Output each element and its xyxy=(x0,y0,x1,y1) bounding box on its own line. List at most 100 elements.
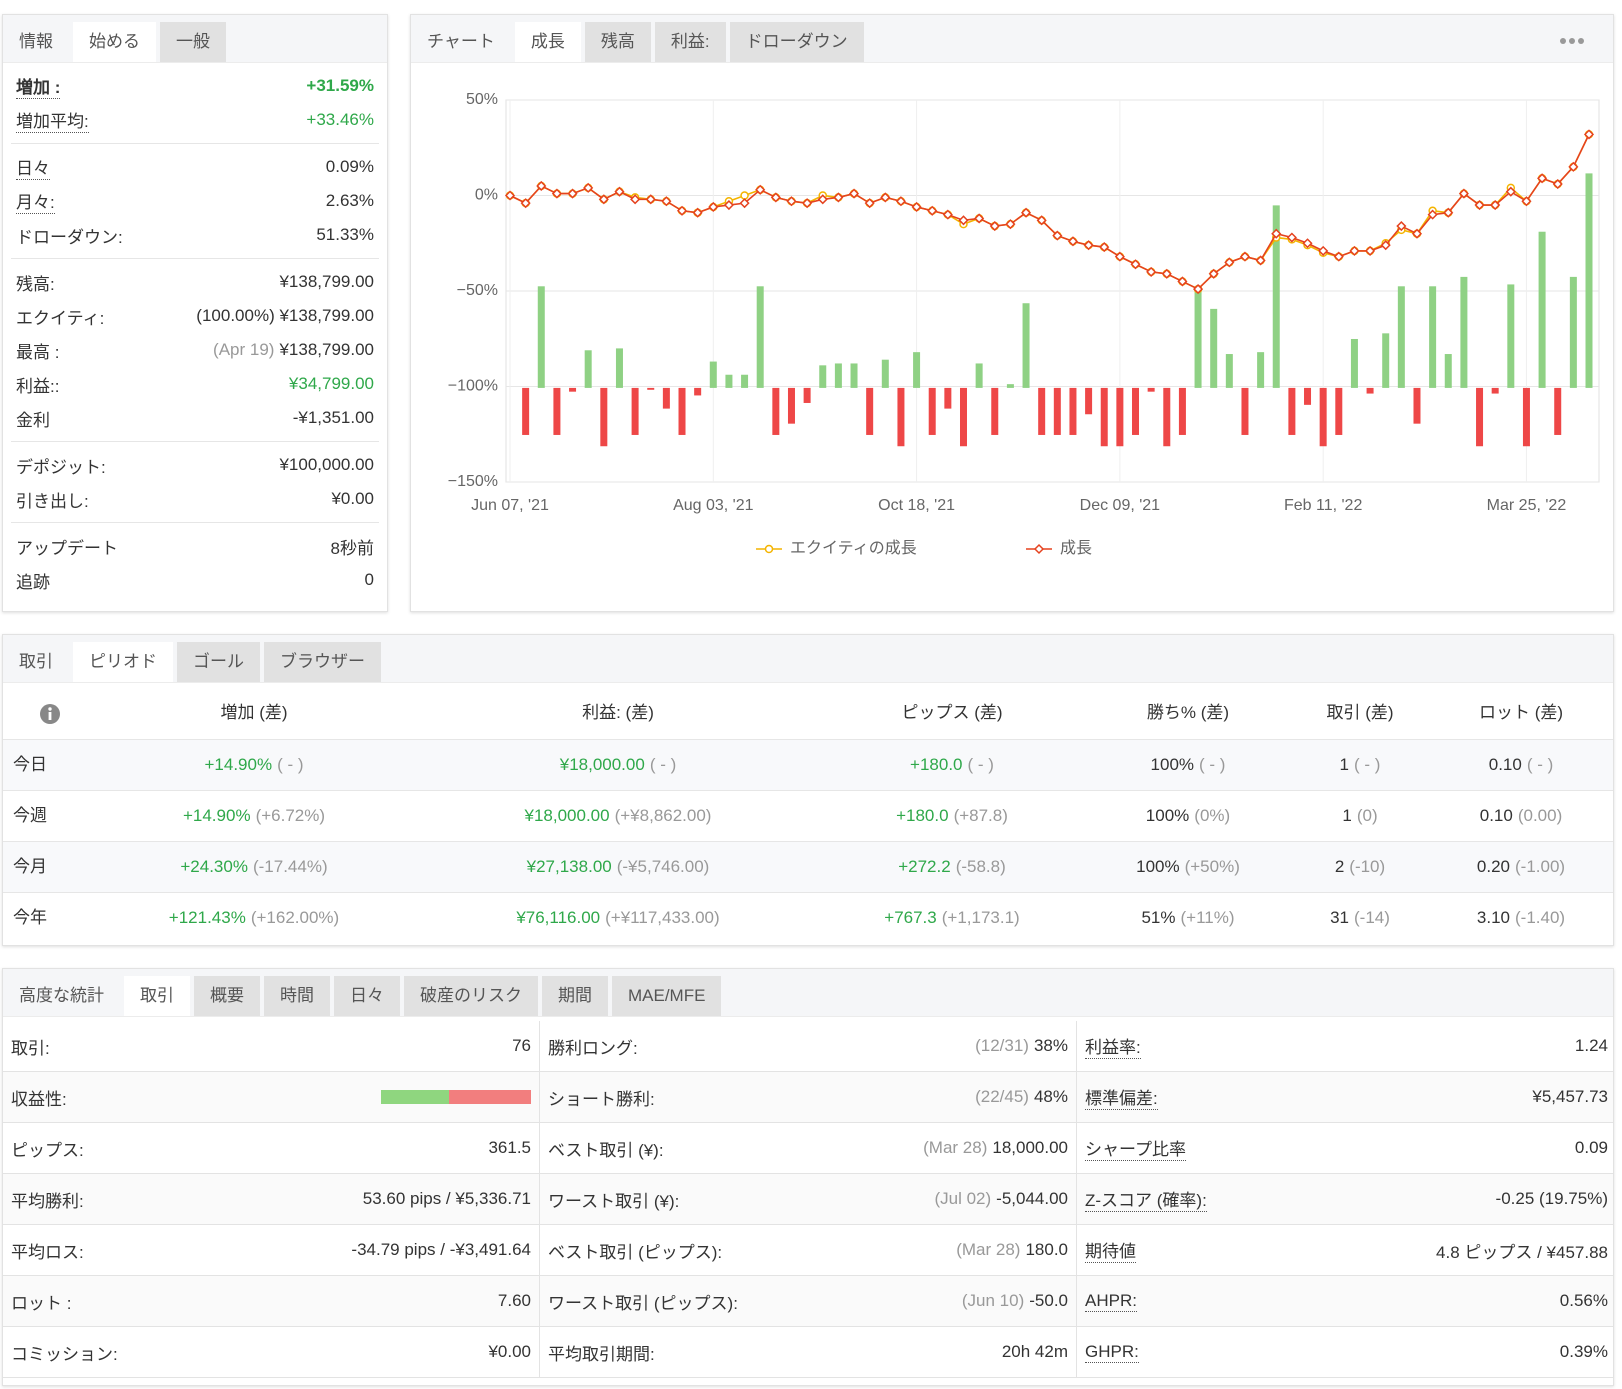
menu-icon[interactable] xyxy=(1555,31,1595,51)
period-diff: ( - ) xyxy=(967,755,994,774)
tab[interactable]: 日々 xyxy=(334,976,400,1016)
point xyxy=(1099,242,1110,253)
stat-value-text: 0.39% xyxy=(1559,1342,1608,1361)
info-value: ¥138,799.00 xyxy=(279,272,374,292)
stats-cell: 利益率: 1.24 xyxy=(1077,1021,1613,1071)
stat-label: ワースト取引 (ピップス): xyxy=(548,1293,738,1313)
tab[interactable]: MAE/MFE xyxy=(612,976,722,1016)
period-cell: 31 (-14) xyxy=(1190,893,1530,943)
stat-value-text: -5,044.00 xyxy=(996,1189,1068,1208)
point xyxy=(1568,161,1579,172)
period-diff: (-¥5,746.00) xyxy=(616,857,710,876)
tab[interactable]: 高度な統計 xyxy=(19,986,104,1005)
bar xyxy=(1038,387,1046,435)
stat-value-text: 18,000.00 xyxy=(992,1138,1068,1157)
info-value: -¥1,351.00 xyxy=(293,408,374,428)
tab[interactable]: 利益: xyxy=(654,22,726,62)
period-diff: (+162.00%) xyxy=(250,908,340,927)
tab[interactable]: ドローダウン xyxy=(729,22,864,62)
stat-value: ¥0.00 xyxy=(488,1342,531,1362)
x-tick-label: Oct 18, '21 xyxy=(878,497,955,514)
stat-label: 収益性: xyxy=(11,1089,67,1109)
tab[interactable]: 概要 xyxy=(194,976,260,1016)
tab[interactable]: 残高 xyxy=(584,22,651,62)
info-row: 増加平均: +33.46% xyxy=(11,103,379,137)
tab[interactable]: 期間 xyxy=(542,976,608,1016)
tab[interactable]: 取引 xyxy=(19,652,53,671)
point xyxy=(614,186,625,197)
info-icon[interactable] xyxy=(39,703,61,725)
tab[interactable]: 一般 xyxy=(160,22,226,62)
tab-bar: 情報 始める 一般 xyxy=(3,15,387,63)
bar xyxy=(803,387,811,403)
stat-label: Z-スコア (確率): xyxy=(1085,1186,1207,1212)
info-row: 利益:: ¥34,799.00 xyxy=(11,367,379,401)
point xyxy=(1365,245,1376,256)
column-header: ロット (差) xyxy=(1478,703,1564,722)
chart: 50% 0% −50% −100% −150% Jun 07, '21 Aug 03, '2… xyxy=(448,91,1600,557)
stats-row: 収益性: ショート勝利: (22/45) 48% 標準偏差: ¥5,457.73 xyxy=(3,1072,1613,1123)
info-value: (Apr 19) ¥138,799.00 xyxy=(213,340,374,360)
tab[interactable]: 時間 xyxy=(264,976,330,1016)
bar xyxy=(647,387,655,390)
point xyxy=(974,213,985,224)
y-tick-label: −100% xyxy=(448,378,498,395)
point xyxy=(989,220,1000,232)
stat-value: 4.8 ピップス / ¥457.88 xyxy=(1436,1238,1608,1263)
period-cell: 51% (+11%) xyxy=(1018,893,1358,943)
tab[interactable]: ゴール xyxy=(177,642,260,682)
bar xyxy=(1585,173,1593,388)
stats-cell: 平均ロス: -34.79 pips / -¥3,491.64 xyxy=(3,1225,540,1275)
point xyxy=(1255,255,1266,266)
legend-label: 成長 xyxy=(1060,539,1092,557)
stat-value: -34.79 pips / -¥3,491.64 xyxy=(351,1240,531,1260)
stats-row: 取引: 76 勝利ロング: (12/31) 38% 利益率: 1.24 xyxy=(3,1021,1613,1072)
chart-panel: チャート 成長 残高 利益: ドローダウン 50% 0% −50% −100% −150% Jun… xyxy=(410,14,1614,612)
info-value: ¥34,799.00 xyxy=(289,374,374,394)
info-value: +33.46% xyxy=(306,110,374,130)
column-header: 取引 (差) xyxy=(1326,703,1394,722)
stats-cell: 標準偏差: ¥5,457.73 xyxy=(1077,1072,1613,1122)
tab[interactable]: ピリオド xyxy=(73,642,173,682)
menu-dot xyxy=(1578,38,1584,44)
info-label: 増加平均: xyxy=(16,107,89,133)
period-diff: (+50%) xyxy=(1184,857,1240,876)
tab[interactable]: ブラウザー xyxy=(264,642,381,682)
point xyxy=(1224,257,1235,268)
bar xyxy=(1272,205,1280,388)
point xyxy=(1302,238,1313,249)
bar xyxy=(1006,384,1014,388)
info-group: 増加 : +31.59% 増加平均: +33.46% xyxy=(11,63,379,144)
tab[interactable]: 破産のリスク xyxy=(404,976,538,1016)
point xyxy=(1427,209,1438,220)
line xyxy=(509,134,1590,291)
period-value: 100% xyxy=(1150,755,1195,774)
tab[interactable]: 情報 xyxy=(19,32,53,51)
bar xyxy=(1350,338,1358,388)
tab-bar: 高度な統計 取引 概要 時間 日々 破産のリスク 期間 MAE/MFE xyxy=(3,969,1613,1017)
bar xyxy=(1116,387,1124,447)
point xyxy=(708,201,719,213)
bar xyxy=(913,352,921,388)
tab[interactable]: 成長 xyxy=(514,22,581,62)
menu-dot xyxy=(1569,38,1575,44)
period-diff: (-1.00) xyxy=(1515,857,1566,876)
period-value: 2 xyxy=(1334,857,1345,876)
period-cell: 0.20 (-1.00) xyxy=(1351,842,1613,892)
stat-label: 期待値 xyxy=(1085,1237,1136,1263)
period-diff: ( - ) xyxy=(1526,755,1554,774)
x-tick-label: Jun 07, '21 xyxy=(471,497,549,514)
x-tick-label: Feb 11, '22 xyxy=(1284,497,1362,514)
stat-value: 0.39% xyxy=(1560,1342,1608,1362)
tab[interactable]: 始める xyxy=(73,22,156,62)
stat-value-text: -34.79 pips / -¥3,491.64 xyxy=(351,1240,531,1259)
tab[interactable]: 取引 xyxy=(124,976,190,1016)
stat-value: ¥5,457.73 xyxy=(1532,1087,1608,1107)
info-value: ¥100,000.00 xyxy=(279,455,374,475)
point xyxy=(1130,259,1141,270)
period-cell: ¥27,138.00 (-¥5,746.00) xyxy=(448,842,788,892)
stats-cell: 期待値 4.8 ピップス / ¥457.88 xyxy=(1077,1225,1613,1275)
stat-label: 平均取引期間: xyxy=(548,1344,655,1364)
stat-value: -0.25 (19.75%) xyxy=(1496,1189,1608,1209)
tab[interactable]: チャート xyxy=(427,32,495,51)
